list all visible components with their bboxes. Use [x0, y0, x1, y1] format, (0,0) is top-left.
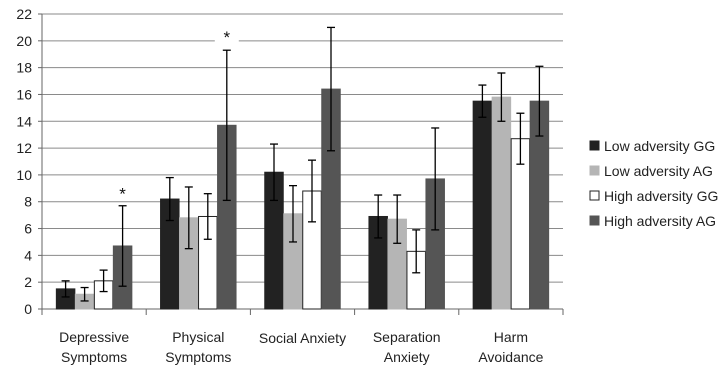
y-tick-label: 10 [16, 167, 32, 183]
bar-1-5 [472, 100, 493, 310]
category-label: Depressive [59, 329, 129, 345]
y-tick-label: 20 [16, 33, 32, 49]
y-tick-label: 22 [16, 6, 32, 22]
category-label: Symptoms [165, 349, 231, 365]
y-tick-label: 18 [16, 60, 32, 76]
y-tick-label: 6 [24, 221, 32, 237]
bars [55, 88, 550, 310]
y-tick-label: 0 [24, 301, 32, 317]
y-tick-label: 14 [16, 113, 32, 129]
category-label: Harm [494, 329, 528, 345]
category-label: Anxiety [384, 349, 430, 365]
y-tick-label: 16 [16, 86, 32, 102]
category-label: Social Anxiety [259, 330, 346, 346]
category-label: Avoidance [478, 349, 543, 365]
legend: Low adversity GG Low adversity AG High adv… [589, 138, 718, 229]
y-tick-label: 8 [24, 194, 32, 210]
legend-label: High adversity AG [604, 213, 716, 229]
y-tick-label: 12 [16, 140, 32, 156]
significance-asterisk: * [223, 28, 230, 47]
significance-asterisk: * [119, 185, 126, 204]
legend-swatch [589, 215, 600, 226]
y-tick-label: 2 [24, 274, 32, 290]
legend-label: High adversity GG [604, 188, 718, 204]
annotation-background [110, 180, 135, 199]
legend-label: Low adversity AG [604, 163, 713, 179]
y-tick-label: 4 [24, 247, 32, 263]
annotation-background [214, 23, 239, 42]
category-label: Separation [373, 329, 441, 345]
error-bars [61, 26, 544, 302]
bar-2-5 [491, 96, 512, 310]
legend-swatch [589, 140, 600, 151]
legend-swatch [589, 165, 600, 176]
legend-label: Low adversity GG [604, 138, 715, 154]
category-label: Physical [172, 329, 224, 345]
legend-swatch [589, 190, 600, 201]
annotations: ** [110, 23, 239, 204]
category-label: Symptoms [61, 349, 127, 365]
